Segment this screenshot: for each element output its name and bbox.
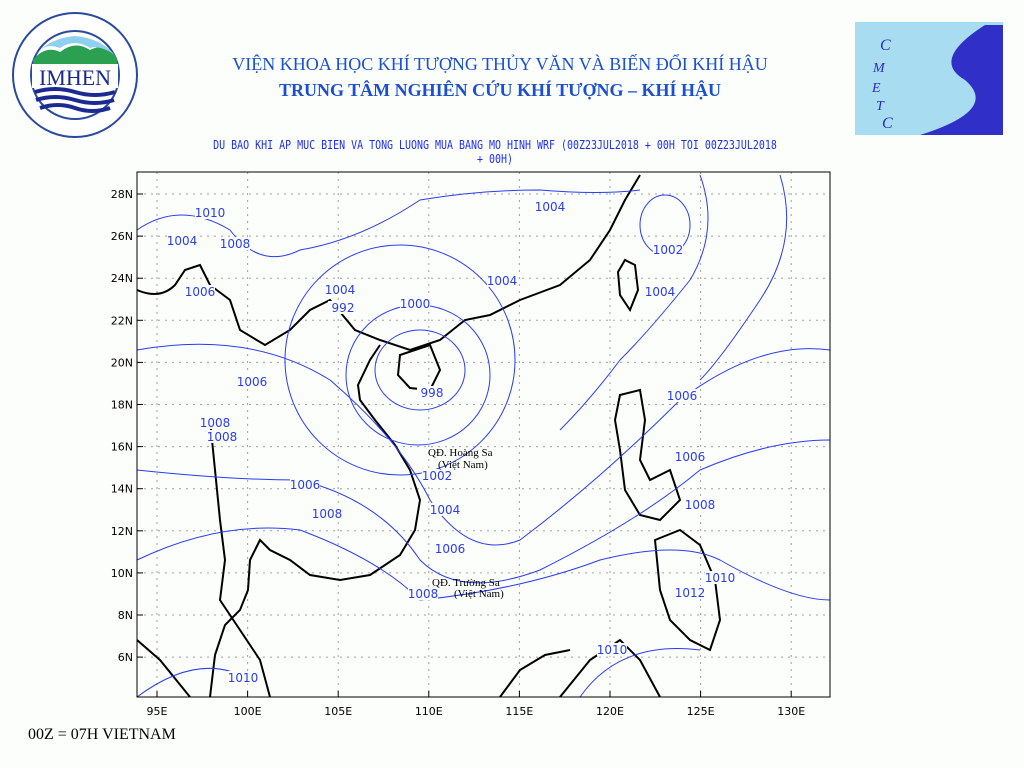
imhen-logo: IMHEN — [12, 12, 138, 138]
isobar-label: 1010 — [597, 643, 628, 657]
lat-tick-label: 14N — [111, 483, 133, 496]
isobar-label: 1006 — [667, 389, 698, 403]
svg-text:IMHEN: IMHEN — [39, 65, 111, 90]
lat-tick-label: 6N — [118, 651, 133, 664]
isobar-label: 1010 — [195, 206, 226, 220]
isobar-label: 1008 — [408, 587, 439, 601]
map-frame — [136, 171, 831, 698]
isobar-label: 1008 — [207, 430, 238, 444]
svg-text:C: C — [880, 37, 891, 54]
isobar-label: 1008 — [312, 507, 343, 521]
lon-tick-label: 115E — [505, 705, 533, 718]
lat-tick-label: 18N — [111, 399, 133, 412]
lon-tick-label: 110E — [415, 705, 443, 718]
isobar-label: 1004 — [487, 274, 518, 288]
lon-tick-label: 105E — [324, 705, 352, 718]
isobar-label: 1006 — [675, 450, 706, 464]
lon-tick-label: 95E — [147, 705, 168, 718]
isobar-label: 1004 — [430, 503, 461, 517]
isobar-label: 1006 — [237, 375, 268, 389]
svg-text:E: E — [871, 81, 881, 96]
isobar-label: 1006 — [435, 542, 466, 556]
hoang-sa-country: (Việt Nam) — [438, 459, 488, 471]
isobar-label: 1006 — [290, 478, 321, 492]
lat-tick-label: 28N — [111, 188, 133, 201]
isobar-label: 1002 — [653, 243, 684, 257]
isobar-label: 998 — [421, 386, 444, 400]
lat-tick-label: 10N — [111, 567, 133, 580]
truong-sa-country: (Việt Nam) — [454, 588, 504, 600]
lat-tick-label: 26N — [111, 230, 133, 243]
lon-tick-label: 120E — [596, 705, 624, 718]
lon-tick-label: 130E — [777, 705, 805, 718]
isobar-label: 1008 — [685, 498, 716, 512]
isobar-label: 1010 — [705, 571, 736, 585]
timezone-note: 00Z = 07H VIETNAM — [28, 726, 176, 743]
lat-tick-label: 22N — [111, 314, 133, 327]
coastlines — [136, 174, 722, 698]
lat-tick-label: 20N — [111, 356, 133, 369]
institute-title: VIỆN KHOA HỌC KHÍ TƯỢNG THỦY VĂN VÀ BIẾN… — [232, 54, 768, 74]
cmetc-logo: C M E T C — [855, 22, 1003, 135]
isobar-label: 1004 — [645, 285, 676, 299]
isobar-label: 1012 — [675, 586, 706, 600]
isobar-label: 1002 — [422, 469, 453, 483]
isobar-label: 1008 — [200, 416, 231, 430]
isobar-label: 1004 — [167, 234, 198, 248]
svg-text:T: T — [876, 99, 885, 114]
lat-tick-label: 24N — [111, 272, 133, 285]
isobar-label: 1004 — [325, 283, 356, 297]
lat-tick-label: 12N — [111, 525, 133, 538]
svg-text:M: M — [872, 61, 886, 76]
lat-tick-label: 8N — [118, 609, 133, 622]
center-title: TRUNG TÂM NGHIÊN CỨU KHÍ TƯỢNG – KHÍ HẬU — [278, 80, 722, 100]
isobar-label: 1006 — [185, 285, 216, 299]
lon-tick-label: 100E — [234, 705, 262, 718]
isobar-label: 1000 — [400, 297, 431, 311]
hoang-sa-label: QĐ. Hoàng Sa — [428, 447, 493, 459]
isobar-label: 1008 — [220, 237, 251, 251]
isobar-label: 1004 — [535, 200, 566, 214]
svg-text:C: C — [882, 115, 893, 132]
truong-sa-label: QĐ. Trường Sa — [432, 577, 500, 589]
map-subtitle: DU BAO KHI AP MUC BIEN VA TONG LUONG MUA… — [213, 138, 777, 166]
lon-tick-label: 125E — [687, 705, 715, 718]
map-panel: 1010 1004 1008 1006 1004 992 1000 1004 1004 1002 1… — [111, 171, 831, 718]
isobar-label: 1010 — [228, 671, 259, 685]
lat-tick-label: 16N — [111, 441, 133, 454]
isobar-label: 992 — [332, 301, 355, 315]
